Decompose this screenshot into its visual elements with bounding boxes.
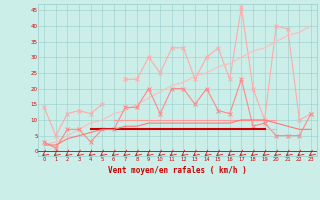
X-axis label: Vent moyen/en rafales ( km/h ): Vent moyen/en rafales ( km/h ) — [108, 166, 247, 175]
